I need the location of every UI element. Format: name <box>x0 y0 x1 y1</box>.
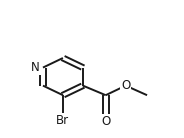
Text: Br: Br <box>56 114 70 127</box>
Text: O: O <box>101 115 110 128</box>
Text: O: O <box>121 79 130 92</box>
Text: N: N <box>31 61 40 74</box>
